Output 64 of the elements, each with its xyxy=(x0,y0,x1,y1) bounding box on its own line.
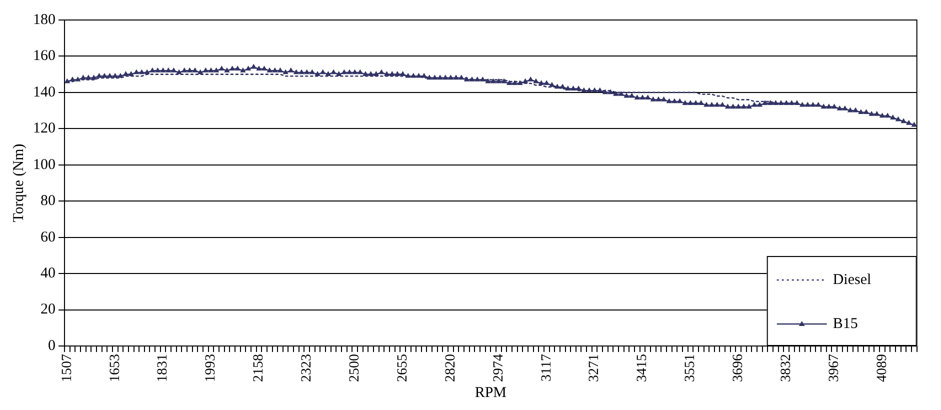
point xyxy=(75,77,80,82)
x-tick-label: 3967 xyxy=(826,354,842,382)
point xyxy=(427,75,432,80)
point xyxy=(470,77,474,82)
y-tick-label: 20 xyxy=(40,302,56,318)
x-tick-label: 4089 xyxy=(874,354,890,382)
point xyxy=(480,77,486,82)
point xyxy=(474,77,480,82)
point xyxy=(448,75,454,80)
y-tick-label: 120 xyxy=(33,120,56,137)
point xyxy=(411,73,416,78)
point xyxy=(810,102,816,107)
point xyxy=(842,106,848,110)
x-tick-label: 3271 xyxy=(587,354,602,382)
point xyxy=(592,88,597,92)
y-tick-label: 160 xyxy=(33,48,56,64)
point xyxy=(778,100,784,105)
x-tick-label: 2500 xyxy=(348,354,363,382)
point xyxy=(438,75,442,80)
y-tick-label: 140 xyxy=(33,84,56,100)
point xyxy=(880,113,885,118)
point xyxy=(443,75,448,80)
point xyxy=(826,104,832,109)
x-tick-label: 1653 xyxy=(108,354,123,382)
y-tick-label: 60 xyxy=(40,229,56,246)
point xyxy=(821,104,826,109)
y-tick-label: 180 xyxy=(33,12,56,28)
x-tick-label: 2820 xyxy=(443,354,458,382)
x-tick-label: 3832 xyxy=(779,354,794,382)
x-tick-label: 3117 xyxy=(539,354,554,382)
x-tick-label: 1507 xyxy=(60,354,75,382)
point xyxy=(432,75,438,80)
x-tick-label: 2974 xyxy=(491,354,506,382)
point xyxy=(816,102,821,107)
y-tick-label: 80 xyxy=(40,193,56,210)
x-tick-label: 3415 xyxy=(635,354,650,382)
x-tick-label: 3696 xyxy=(731,354,746,382)
point xyxy=(416,73,422,78)
point xyxy=(566,86,570,90)
point xyxy=(805,102,810,107)
point xyxy=(784,100,789,105)
x-axis-title: RPM xyxy=(474,384,507,401)
point xyxy=(406,73,410,78)
legend-label: Diesel xyxy=(832,272,872,288)
y-tick-label: 0 xyxy=(48,338,56,354)
y-tick-label: 100 xyxy=(33,156,56,173)
x-tick-label: 2655 xyxy=(395,354,410,382)
point xyxy=(896,116,901,122)
point xyxy=(800,102,805,107)
point xyxy=(885,113,890,118)
x-tick-label: 2158 xyxy=(252,354,267,382)
point xyxy=(773,100,778,105)
x-tick-label: 2323 xyxy=(300,354,315,382)
point xyxy=(570,86,576,90)
legend-label: B15 xyxy=(832,316,858,332)
y-axis-title: Torque (Nm) xyxy=(10,144,27,222)
y-tick-label: 40 xyxy=(40,265,56,282)
point xyxy=(598,88,602,92)
point xyxy=(582,88,586,92)
x-tick-label: 1993 xyxy=(204,354,219,382)
x-tick-label: 1831 xyxy=(156,354,171,382)
point xyxy=(890,115,896,120)
point xyxy=(837,106,842,110)
x-tick-label: 3551 xyxy=(683,354,698,382)
